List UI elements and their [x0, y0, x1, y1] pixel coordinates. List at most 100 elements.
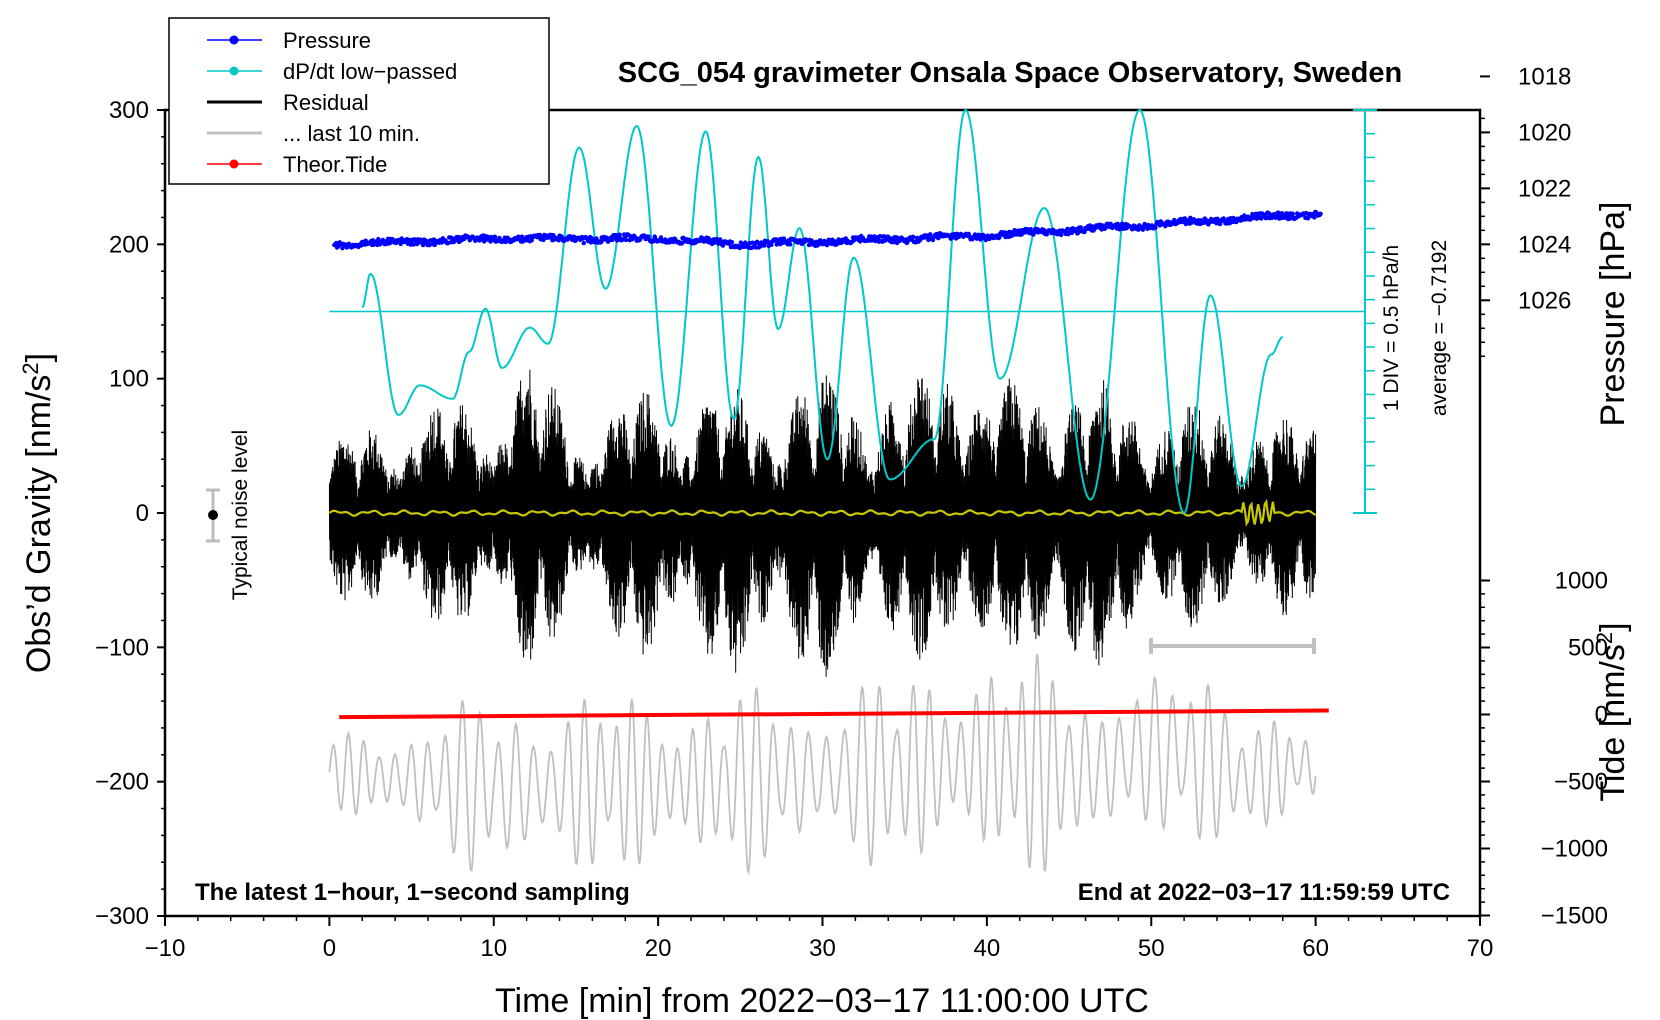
y-tick-label: −100 [95, 634, 149, 661]
pressure-point [743, 240, 748, 245]
chart-title: SCG_054 gravimeter Onsala Space Observat… [618, 57, 1402, 89]
y-axis-label-right-top: Pressure [hPa] [1594, 202, 1632, 427]
pressure-point [712, 240, 717, 245]
pressure-point [1012, 228, 1017, 233]
pressure-point [1028, 227, 1033, 232]
tide-tick-label: −1000 [1541, 836, 1608, 863]
pressure-point [928, 232, 933, 237]
data-layer [328, 108, 1365, 876]
average-label: average = −0.7192 [1428, 240, 1451, 416]
pressure-point [1318, 211, 1323, 216]
x-tick-label: −10 [145, 935, 186, 962]
legend-marker [229, 66, 239, 76]
last-10-min-series [328, 653, 1317, 876]
residual-series [328, 369, 1317, 677]
pressure-tick-label: 1022 [1518, 175, 1571, 202]
div-label: 1 DIV = 0.5 hPa/h [1380, 245, 1403, 411]
pressure-point [376, 236, 381, 242]
y-tick-label: 0 [136, 500, 149, 527]
pressure-point [729, 240, 735, 245]
legend-label: Pressure [283, 28, 371, 53]
pressure-point [488, 239, 493, 244]
legend-label: Theor.Tide [283, 152, 387, 177]
pressure-point [411, 242, 416, 247]
pressure-point [997, 235, 1002, 240]
pressure-point [1259, 216, 1264, 221]
x-tick-label: 50 [1138, 935, 1165, 962]
y-axis-label-left-main: Obs’d Gravity [nm/s [20, 375, 58, 674]
y-axis-label-left: Obs’d Gravity [nm/s2] [18, 353, 58, 673]
y-tick-label: 200 [109, 231, 149, 258]
pressure-point [1276, 210, 1281, 215]
x-tick-label: 10 [480, 935, 507, 962]
tide-tick-label: 1000 [1555, 568, 1608, 595]
pressure-point [581, 240, 586, 246]
noise-level-indicator [206, 488, 220, 543]
residual-smoothed-series [328, 498, 1317, 527]
legend-label: Residual [283, 90, 369, 115]
x-tick-label: 0 [323, 935, 336, 962]
x-axis-label: Time [min] from 2022−03−17 11:00:00 UTC [495, 982, 1149, 1020]
tide-tick-label: −1500 [1541, 903, 1608, 930]
pressure-point [762, 243, 767, 248]
pressure-point [1078, 225, 1084, 230]
y-axis-label-left-sup: 2 [18, 362, 43, 374]
tide-tick-label: 0 [1595, 702, 1608, 729]
pressure-point [359, 243, 364, 248]
end-time-note: End at 2022−03−17 11:59:59 UTC [1078, 879, 1450, 906]
x-tick-label: 30 [809, 935, 836, 962]
pressure-tick-label: 1024 [1518, 231, 1571, 258]
pressure-point [737, 245, 743, 251]
pressure-point [432, 242, 437, 248]
x-tick-label: 60 [1302, 935, 1329, 962]
theor-tide-series [339, 708, 1329, 720]
pressure-point [1242, 213, 1247, 218]
pressure-point [623, 237, 629, 243]
pressure-point [1059, 232, 1064, 238]
pressure-point [788, 242, 793, 247]
pressure-point [1172, 217, 1177, 223]
y-tick-label: −200 [95, 769, 149, 796]
pressure-tick-label: 1026 [1518, 287, 1571, 314]
pressure-point [556, 238, 561, 243]
pressure-point [1120, 221, 1125, 226]
pressure-point [720, 243, 726, 248]
last-10-min-bracket [1149, 638, 1316, 654]
tide-label-close: ] [1594, 622, 1632, 631]
legend-label: dP/dt low−passed [283, 59, 457, 84]
legend-marker [229, 35, 239, 45]
pressure-point [910, 234, 916, 239]
legend: Pressure dP/dt low−passed Residual ... last… [168, 17, 550, 185]
pressure-point [1065, 226, 1070, 232]
legend-label: ... last 10 min. [283, 121, 420, 146]
noise-dot [208, 510, 218, 520]
y-axis-label-right-bottom: Tide [nm/s2] [1592, 622, 1632, 801]
sampling-note: The latest 1−hour, 1−second sampling [195, 879, 630, 906]
x-tick-label: 20 [645, 935, 672, 962]
pressure-point [1153, 225, 1158, 230]
y-tick-label: −300 [95, 903, 149, 930]
tide-tick-label: −500 [1554, 769, 1608, 796]
pressure-point [1076, 230, 1081, 235]
y-axis-label-left-close: ] [20, 353, 58, 362]
pressure-point [718, 237, 723, 242]
legend-marker [229, 159, 239, 169]
pressure-point [541, 237, 546, 243]
tide-label-sup: 2 [1592, 632, 1617, 644]
pressure-series [332, 209, 1323, 251]
pressure-point [617, 232, 622, 237]
pressure-point [427, 242, 432, 248]
pressure-point [769, 242, 774, 247]
dpdt-series [361, 108, 1283, 515]
pressure-point [492, 234, 498, 239]
y-tick-label: 100 [109, 366, 149, 393]
tide-tick-label: 500 [1568, 635, 1608, 662]
y-tick-label: 300 [109, 97, 149, 124]
pressure-point [1305, 216, 1311, 221]
tide-label-main: Tide [nm/s [1594, 644, 1632, 801]
legend-items: Pressure dP/dt low−passed Residual ... last… [207, 28, 457, 177]
x-tick-label: 40 [974, 935, 1001, 962]
x-tick-label: 70 [1467, 935, 1494, 962]
